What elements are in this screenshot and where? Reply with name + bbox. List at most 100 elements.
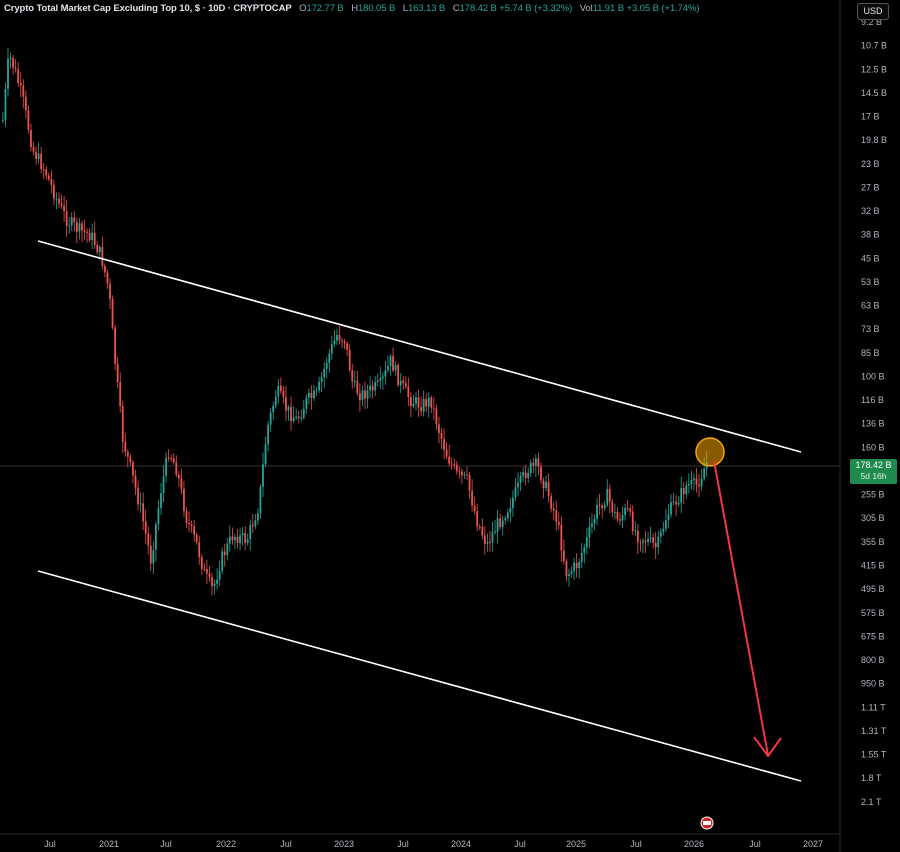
candle-body <box>369 385 371 391</box>
candle-body <box>417 397 420 408</box>
candle-body <box>32 147 35 152</box>
candle-body <box>593 518 596 524</box>
candle-body <box>654 542 657 548</box>
candle-body <box>573 562 575 572</box>
candle-body <box>504 518 507 521</box>
candle-body <box>24 96 27 111</box>
candle-body <box>216 579 218 584</box>
candle-body <box>70 217 73 226</box>
candle-body <box>636 530 639 543</box>
y-tick-label: 14.5 B <box>861 88 887 98</box>
candle-body <box>208 573 211 577</box>
candle-body <box>343 341 346 344</box>
candle-body <box>341 340 343 342</box>
candle-body <box>580 552 583 562</box>
candle-body <box>213 583 216 587</box>
candle-body <box>336 334 338 341</box>
candle-body <box>506 512 509 519</box>
candle-body <box>254 520 257 527</box>
candle-body <box>172 458 175 463</box>
volume-label: Vol <box>579 3 593 14</box>
candle-body <box>570 571 573 575</box>
open-label: O <box>299 3 307 14</box>
candle-body <box>415 397 417 404</box>
high-value: 180.05 B <box>357 3 396 14</box>
candle-body <box>330 344 333 354</box>
candle-body <box>40 153 43 170</box>
candle-body <box>677 502 680 505</box>
candle-body <box>101 246 104 266</box>
candle-body <box>152 549 155 564</box>
candle-body <box>262 464 264 487</box>
candle-body <box>552 508 555 511</box>
candle-body <box>695 478 698 485</box>
candle-body <box>175 462 178 475</box>
candle-body <box>47 175 50 180</box>
candle-body <box>585 537 588 548</box>
candle-body <box>155 524 157 550</box>
legend-header: Crypto Total Market Cap Excluding Top 10… <box>4 3 699 14</box>
candle-body <box>496 518 499 532</box>
candle-body <box>438 424 440 434</box>
candle-body <box>501 520 504 527</box>
y-tick-label: 10.7 B <box>861 41 887 51</box>
y-tick-label: 17 B <box>861 112 880 122</box>
candle-body <box>144 521 147 534</box>
candle-body <box>425 399 428 407</box>
candle-body <box>647 538 649 542</box>
candle-body <box>614 512 616 514</box>
candle-body <box>223 551 226 556</box>
y-tick-label: 800 B <box>861 655 885 665</box>
candle-body <box>542 480 545 489</box>
candle-body <box>27 110 30 130</box>
y-tick-label: 116 B <box>861 395 884 405</box>
candle-body <box>563 550 565 561</box>
candle-body <box>9 57 12 59</box>
y-tick-label: 136 B <box>861 419 885 429</box>
candle-body <box>239 535 241 544</box>
candle-body <box>302 408 305 418</box>
candle-body <box>529 462 532 474</box>
candle-body <box>19 83 22 86</box>
candle-body <box>540 466 542 481</box>
x-tick-label: Jul <box>630 839 642 849</box>
candle-body <box>657 536 660 548</box>
candle-body <box>190 524 193 526</box>
y-tick-label: 1.8 T <box>861 773 882 783</box>
candle-body <box>522 472 524 476</box>
candle-body <box>111 299 114 328</box>
candle-body <box>134 475 137 488</box>
candle-body <box>277 385 280 397</box>
candle-body <box>65 211 68 227</box>
candle-body <box>555 510 558 522</box>
candle-body <box>598 505 601 507</box>
candle-body <box>512 497 514 508</box>
candle-body <box>177 474 180 479</box>
candle-body <box>231 536 234 541</box>
currency-button[interactable]: USD <box>857 3 889 20</box>
candle-body <box>132 462 134 476</box>
candle-body <box>109 283 111 300</box>
candle-body <box>478 526 481 528</box>
y-tick-label: 495 B <box>861 584 885 594</box>
candle-body <box>292 417 295 422</box>
candle-body <box>251 525 254 527</box>
last-price-tag: 178.42 B 5d 16h <box>850 459 897 484</box>
candle-body <box>394 365 397 371</box>
y-tick-label: 950 B <box>861 679 885 689</box>
x-tick-label: 2021 <box>99 839 119 849</box>
candle-body <box>662 528 665 532</box>
candle-body <box>269 412 272 425</box>
candle-body <box>22 85 25 97</box>
candle-body <box>98 246 101 253</box>
candle-body <box>427 397 430 407</box>
candle-body <box>170 458 173 460</box>
y-tick-label: 53 B <box>861 277 880 287</box>
symbol-title[interactable]: Crypto Total Market Cap Excluding Top 10… <box>4 3 292 14</box>
x-tick-label: Jul <box>514 839 526 849</box>
candle-body <box>93 232 96 245</box>
candle-body <box>547 481 550 497</box>
candle-body <box>550 496 553 509</box>
